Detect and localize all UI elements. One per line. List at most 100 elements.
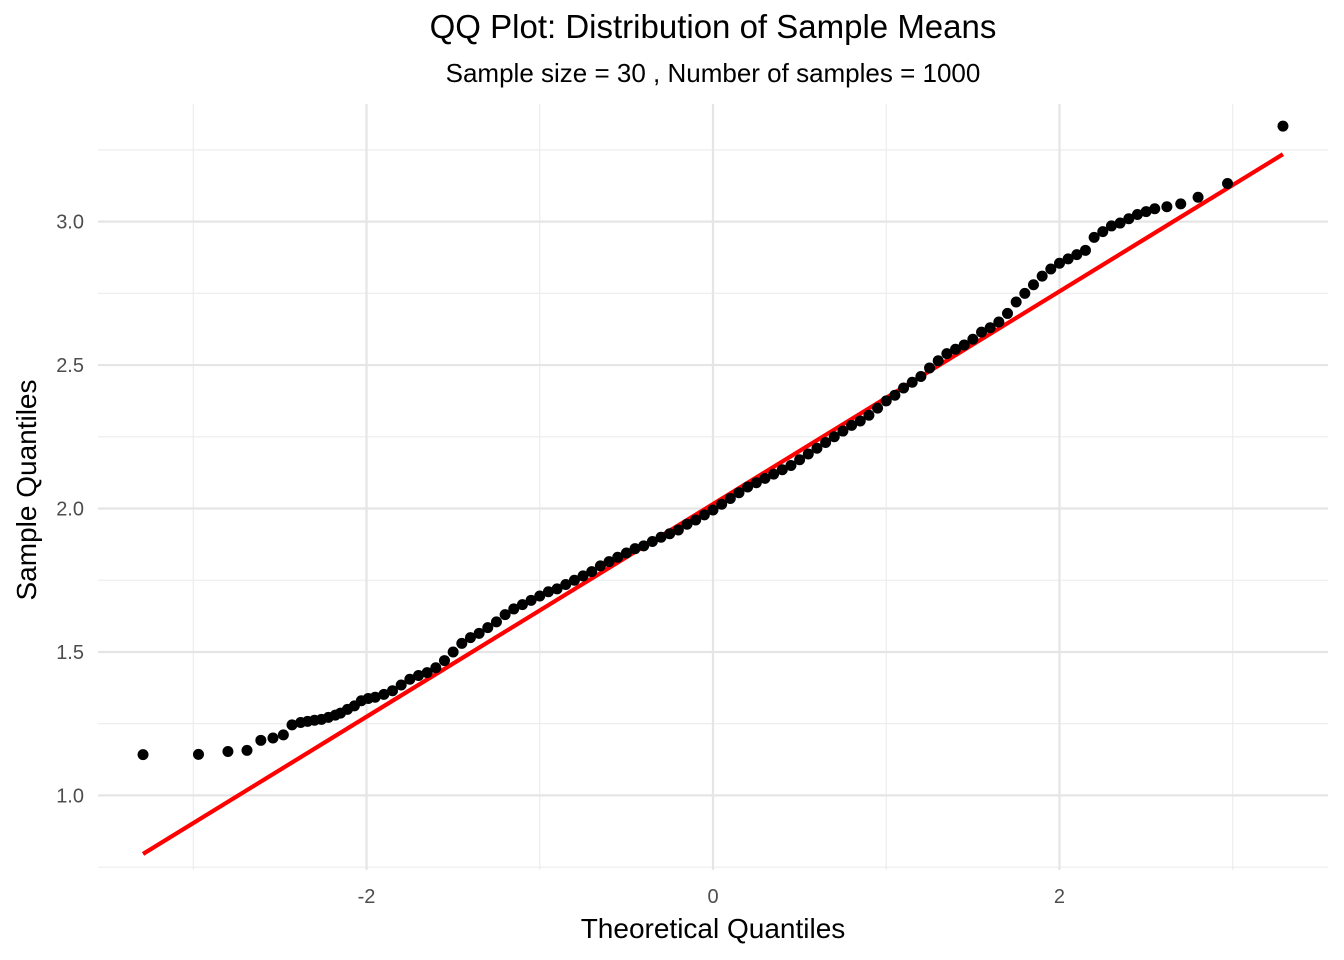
data-point <box>277 729 289 741</box>
data-point <box>742 481 754 493</box>
data-point <box>724 492 736 504</box>
data-point <box>733 487 745 499</box>
data-point <box>612 551 624 563</box>
data-point <box>1062 253 1074 265</box>
data-point <box>1161 201 1173 213</box>
data-point <box>941 348 953 360</box>
data-point <box>551 583 563 595</box>
y-axis-title: Sample Quantiles <box>11 379 42 600</box>
x-tick-label: 0 <box>707 886 718 908</box>
y-tick-label: 1.0 <box>56 785 84 807</box>
data-point <box>404 673 416 685</box>
data-point <box>1131 208 1143 220</box>
data-point <box>759 472 771 484</box>
data-point <box>629 543 641 555</box>
data-point <box>456 637 468 649</box>
data-point <box>1277 120 1289 132</box>
data-point <box>369 691 381 703</box>
data-point <box>976 326 988 338</box>
data-point <box>430 662 442 674</box>
data-point <box>681 518 693 530</box>
chart-title: QQ Plot: Distribution of Sample Means <box>429 8 997 45</box>
data-point <box>1123 213 1135 225</box>
data-point <box>993 316 1005 328</box>
data-point <box>820 437 832 449</box>
data-point <box>1105 220 1117 232</box>
data-point <box>499 609 511 621</box>
data-point <box>577 570 589 582</box>
data-point <box>620 547 632 559</box>
data-point <box>872 402 884 414</box>
data-point <box>1192 191 1204 203</box>
data-point <box>924 362 936 374</box>
data-point <box>286 719 298 731</box>
data-point <box>1149 203 1161 215</box>
data-point <box>776 464 788 476</box>
x-axis-title: Theoretical Quantiles <box>581 913 846 944</box>
data-point <box>854 415 866 427</box>
data-point <box>525 594 537 606</box>
data-point <box>707 504 719 516</box>
data-point <box>594 560 606 572</box>
data-point <box>768 468 780 480</box>
data-point <box>447 646 459 658</box>
y-tick-label: 1.5 <box>56 642 84 664</box>
y-axis-ticks: 1.0 1.5 2.0 2.5 3.0 <box>56 212 84 808</box>
reference-line <box>141 152 1285 856</box>
data-point <box>241 744 253 756</box>
data-point <box>482 622 494 634</box>
data-point <box>906 376 918 388</box>
data-point <box>863 409 875 421</box>
data-point <box>1097 226 1109 238</box>
data-point <box>950 343 962 355</box>
data-point <box>1010 296 1022 308</box>
data-point <box>655 531 667 543</box>
data-point <box>664 528 676 540</box>
data-point <box>811 442 823 454</box>
y-tick-label: 2.0 <box>56 499 84 521</box>
data-point <box>412 669 424 681</box>
data-point <box>785 459 797 471</box>
data-point <box>698 509 710 521</box>
data-point <box>1114 217 1126 229</box>
reference-line-layer <box>141 152 1285 856</box>
data-point <box>1140 206 1152 218</box>
data-point <box>672 524 684 536</box>
data-point <box>438 655 450 667</box>
data-point <box>267 732 279 744</box>
data-point <box>516 599 528 611</box>
data-point <box>846 419 858 431</box>
data-point <box>603 556 615 568</box>
data-point <box>1045 263 1057 275</box>
data-point <box>192 748 204 760</box>
x-tick-label: -2 <box>358 886 376 908</box>
points-layer <box>137 120 1289 761</box>
x-axis-ticks: -2 0 2 <box>358 886 1065 908</box>
data-point <box>828 431 840 443</box>
data-point <box>802 448 814 460</box>
data-point <box>473 627 485 639</box>
data-point <box>1071 249 1083 261</box>
data-point <box>837 425 849 437</box>
data-point <box>1175 198 1187 210</box>
x-tick-label: 2 <box>1054 886 1065 908</box>
data-point <box>958 339 970 351</box>
data-point <box>932 355 944 367</box>
data-point <box>255 734 267 746</box>
data-point <box>568 574 580 586</box>
data-point <box>967 333 979 345</box>
data-point <box>690 514 702 526</box>
data-point <box>880 395 892 407</box>
data-point <box>794 454 806 466</box>
data-point <box>646 536 658 548</box>
data-point <box>395 679 407 691</box>
data-point <box>1053 257 1065 269</box>
data-point <box>1079 244 1091 256</box>
data-point <box>560 579 572 591</box>
grid-major <box>98 104 1328 870</box>
data-point <box>750 477 762 489</box>
data-point <box>464 632 476 644</box>
data-point <box>1002 307 1014 319</box>
data-point <box>421 667 433 679</box>
